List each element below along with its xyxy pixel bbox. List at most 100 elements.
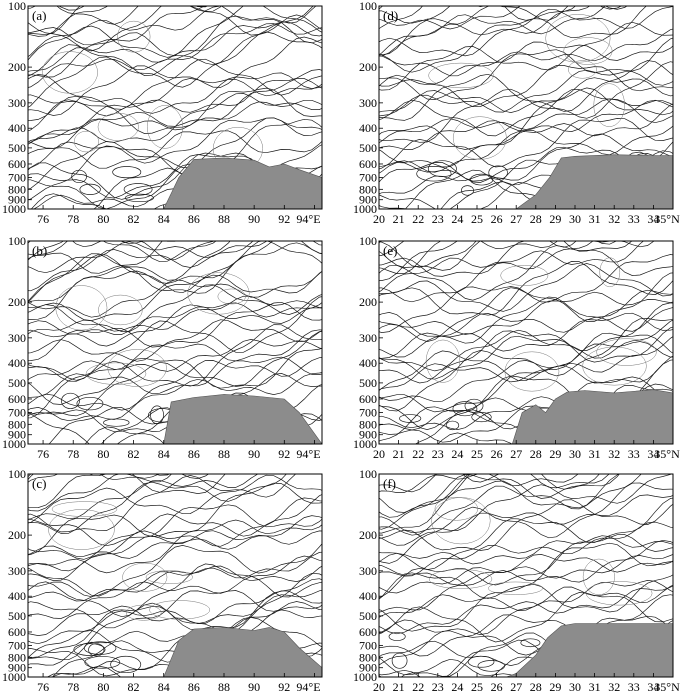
- x-tick-label: 27: [510, 447, 522, 461]
- panel-frame: [378, 5, 674, 210]
- streamline: [379, 125, 673, 168]
- y-tick-label: 300: [359, 331, 377, 345]
- panel-label: (f): [383, 476, 396, 491]
- x-tick-label: 33: [628, 680, 640, 691]
- streamline: [379, 241, 594, 293]
- eddy: [110, 655, 142, 674]
- streamline: [71, 241, 103, 248]
- y-tick-label: 700: [8, 406, 26, 420]
- streamline: [28, 117, 322, 190]
- streamline: [379, 241, 655, 277]
- x-tick-label: 30: [569, 212, 581, 226]
- eddy: [83, 641, 117, 655]
- terrain-profile: [379, 623, 673, 677]
- contour-line: [545, 14, 611, 63]
- streamline: [28, 551, 322, 602]
- y-tick-label: 600: [359, 157, 377, 171]
- streamline: [379, 474, 600, 530]
- x-tick-label: 32: [608, 447, 620, 461]
- streamline: [28, 78, 322, 155]
- streamline: [28, 87, 322, 134]
- streamline: [379, 594, 673, 657]
- eddy: [150, 405, 164, 425]
- y-tick-label: 1000: [2, 670, 26, 684]
- streamline: [28, 284, 322, 332]
- y-tick-label: 900: [359, 428, 377, 442]
- y-tick-label: 1000: [2, 202, 26, 216]
- streamline: [28, 590, 322, 636]
- contour-line: [596, 338, 657, 366]
- streamline: [28, 6, 209, 37]
- streamline: [28, 6, 322, 61]
- x-tick-label: 92: [278, 680, 290, 691]
- eddy: [123, 183, 153, 196]
- contour-line: [74, 130, 99, 153]
- panel-label: (a): [32, 8, 46, 23]
- streamline: [28, 347, 322, 405]
- eddy: [61, 392, 80, 409]
- streamline: [379, 584, 673, 635]
- eddy: [124, 193, 154, 203]
- streamline: [28, 72, 322, 122]
- eddy: [103, 418, 130, 427]
- x-tick-label: 27: [510, 680, 522, 691]
- contour-line: [98, 294, 143, 326]
- contour-line: [187, 272, 250, 315]
- x-tick-label: 21: [393, 212, 405, 226]
- x-tick-label: 27: [510, 212, 522, 226]
- streamline: [379, 6, 577, 30]
- panel-frame: [27, 240, 323, 445]
- y-tick-label: 100: [359, 467, 377, 481]
- x-tick-label: 88: [218, 680, 230, 691]
- eddy: [427, 160, 457, 177]
- streamline: [379, 98, 673, 144]
- plot-area: [28, 6, 322, 209]
- terrain-profile: [379, 154, 673, 209]
- x-tick-label: 25: [471, 212, 483, 226]
- streamline: [28, 474, 259, 520]
- x-tick-label: 32: [608, 212, 620, 226]
- streamline: [28, 241, 254, 292]
- streamline: [28, 497, 322, 581]
- x-tick-label: 30: [569, 680, 581, 691]
- streamline: [379, 133, 673, 183]
- y-tick-label: 400: [8, 356, 26, 370]
- y-tick-label: 100: [8, 234, 26, 248]
- x-tick-label: 80: [97, 212, 109, 226]
- streamline: [379, 592, 673, 643]
- panel-label: (d): [383, 8, 398, 23]
- streamline: [28, 270, 322, 318]
- contour-line: [582, 558, 615, 595]
- streamline: [379, 65, 673, 108]
- contour-line: [488, 581, 543, 595]
- contour-line: [117, 20, 151, 53]
- eddy: [112, 166, 142, 179]
- streamline: [379, 482, 673, 564]
- streamline: [374, 0, 678, 2]
- streamline: [28, 565, 322, 598]
- y-tick-label: 600: [8, 392, 26, 406]
- contour-line: [582, 346, 647, 386]
- streamline: [28, 590, 322, 629]
- streamline: [28, 356, 322, 398]
- streamline: [28, 339, 322, 381]
- x-tick-label: 35°N: [654, 212, 680, 226]
- x-tick-label: 26: [491, 447, 503, 461]
- x-tick-label: 32: [608, 680, 620, 691]
- eddy: [76, 396, 104, 411]
- x-tick-label: 22: [412, 447, 424, 461]
- streamline: [28, 504, 322, 547]
- contour-line: [48, 509, 115, 550]
- streamline: [379, 326, 673, 380]
- streamline: [379, 118, 673, 170]
- streamline: [379, 554, 673, 586]
- x-tick-label: 28: [530, 447, 542, 461]
- streamline: [379, 341, 673, 391]
- streamline: [379, 336, 673, 403]
- streamline: [379, 291, 673, 335]
- streamline: [379, 319, 673, 372]
